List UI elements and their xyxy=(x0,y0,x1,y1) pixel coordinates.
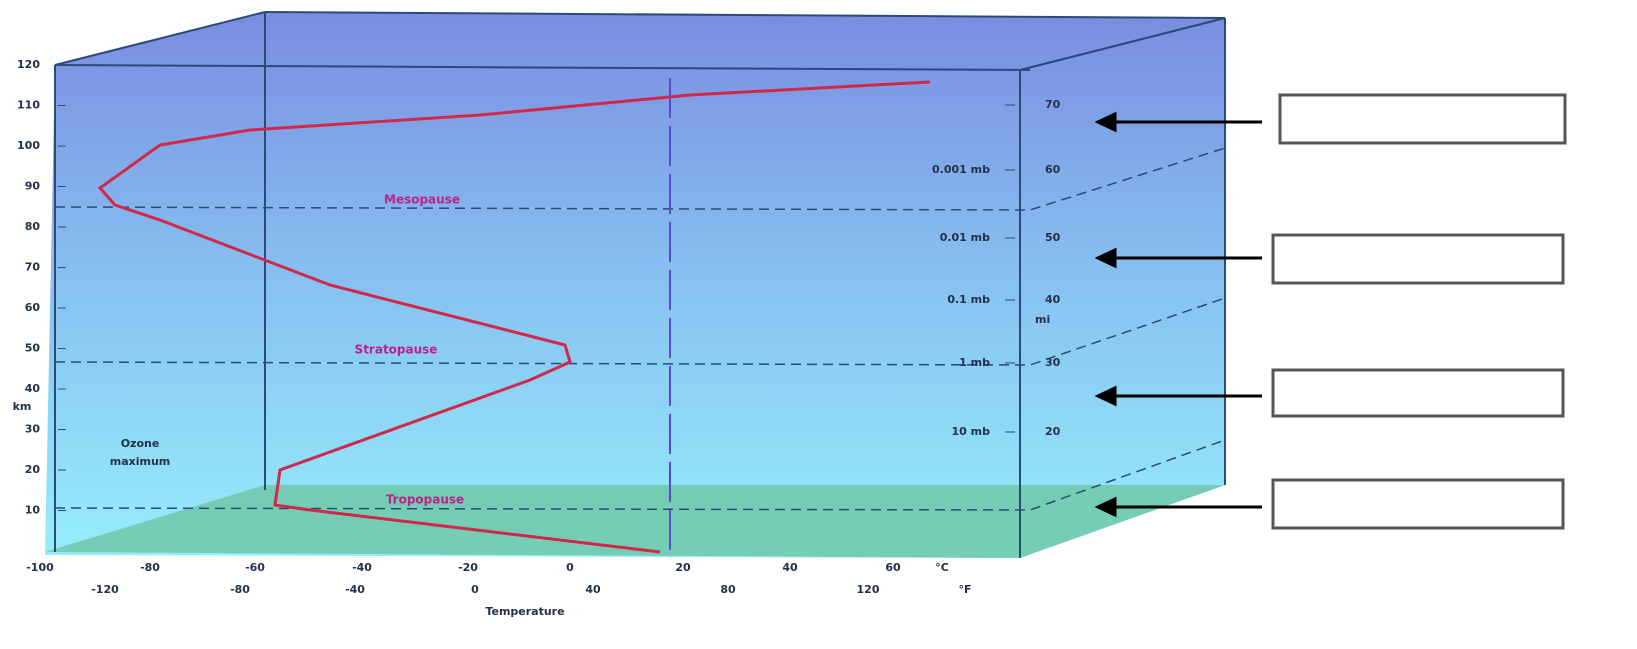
mi-tick-label: 40 xyxy=(1045,293,1061,306)
answer-box[interactable] xyxy=(1271,368,1565,418)
fahrenheit-label: 40 xyxy=(585,583,601,596)
pressure-label: 0.001 mb xyxy=(932,163,990,176)
km-tick-label: 40 xyxy=(25,382,41,395)
celsius-label: 40 xyxy=(782,561,798,574)
fahrenheit-label: 120 xyxy=(857,583,880,596)
celsius-unit: °C xyxy=(935,561,949,574)
atmosphere-box xyxy=(45,12,1225,558)
km-tick-label: 120 xyxy=(17,58,40,71)
fahrenheit-label: -40 xyxy=(345,583,365,596)
box-edges xyxy=(54,11,1226,558)
km-tick-label: 60 xyxy=(25,301,41,314)
celsius-label: 0 xyxy=(566,561,574,574)
answer-box[interactable] xyxy=(1271,478,1565,530)
celsius-label: -60 xyxy=(245,561,265,574)
mi-tick-label: 30 xyxy=(1045,356,1061,369)
mi-tick-label: 70 xyxy=(1045,98,1061,111)
fahrenheit-label: -80 xyxy=(230,583,250,596)
arrows xyxy=(1094,111,1262,518)
fahrenheit-unit: °F xyxy=(958,583,971,596)
celsius-label: -20 xyxy=(458,561,478,574)
mi-tick-label: 50 xyxy=(1045,231,1061,244)
km-tick-label: 10 xyxy=(25,504,41,517)
km-tick-label: 20 xyxy=(25,463,41,476)
celsius-label: -100 xyxy=(26,561,54,574)
mi-tick-label: 60 xyxy=(1045,163,1061,176)
layer-label: Mesopause xyxy=(384,193,460,207)
layer-boundaries xyxy=(54,147,1226,511)
km-unit: km xyxy=(13,400,32,413)
pressure-label: 10 mb xyxy=(952,425,991,438)
temperature-profile xyxy=(97,80,931,554)
km-tick-label: 110 xyxy=(17,99,40,112)
layer-label: Stratopause xyxy=(355,343,438,357)
km-tick-label: 80 xyxy=(25,220,41,233)
ground xyxy=(45,485,1225,558)
km-tick-label: 100 xyxy=(17,139,40,152)
km-tick-label: 30 xyxy=(25,423,41,436)
layer-label: Tropopause xyxy=(386,493,464,507)
fahrenheit-label: 0 xyxy=(471,583,479,596)
km-tick-label: 50 xyxy=(25,342,41,355)
celsius-label: 60 xyxy=(885,561,901,574)
celsius-label: 20 xyxy=(675,561,691,574)
pressure-label: 0.01 mb xyxy=(940,231,990,244)
ozone-label: Ozone xyxy=(121,437,160,450)
mi-tick-label: 20 xyxy=(1045,425,1061,438)
mi-unit: mi xyxy=(1035,313,1050,326)
fahrenheit-label: 80 xyxy=(720,583,736,596)
celsius-label: -40 xyxy=(352,561,372,574)
pressure-label: 1 mb xyxy=(959,356,990,369)
pressure-label: 0.1 mb xyxy=(947,293,990,306)
km-tick-label: 90 xyxy=(25,180,41,193)
axis-title: Temperature xyxy=(485,605,564,618)
celsius-label: -80 xyxy=(140,561,160,574)
ozone-label: maximum xyxy=(110,455,171,468)
answer-box[interactable] xyxy=(1271,233,1565,285)
answer-box[interactable] xyxy=(1278,93,1567,145)
fahrenheit-label: -120 xyxy=(91,583,119,596)
km-tick-label: 70 xyxy=(25,261,41,274)
